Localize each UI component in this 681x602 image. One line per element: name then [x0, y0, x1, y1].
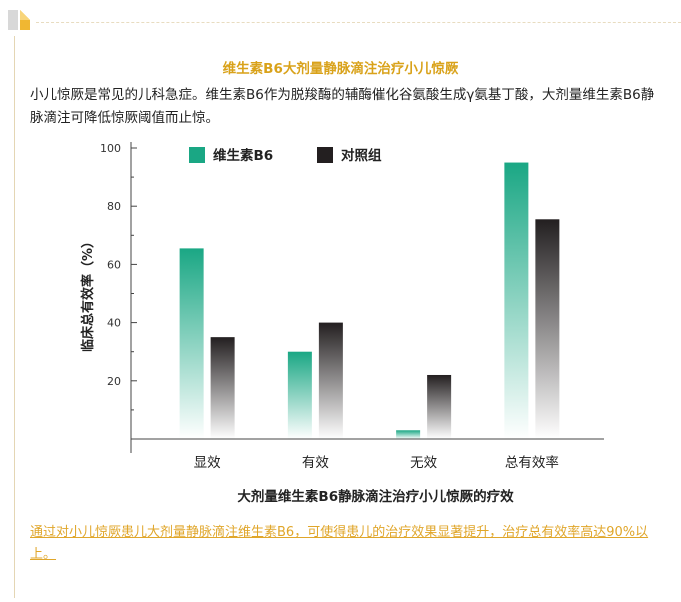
x-tick-label: 无效: [410, 455, 437, 471]
bar-control-2: [427, 374, 452, 439]
folded-page-icon: [8, 10, 30, 30]
chart-legend: 维生素B6 对照组: [189, 147, 382, 164]
y-tick-label: 20: [107, 375, 121, 388]
left-border: [14, 36, 15, 598]
top-divider: [36, 22, 681, 23]
conclusion-link[interactable]: 通过对小儿惊厥患儿大剂量静脉滴注维生素B6，可使得患儿的治疗效果显著提升，治疗总…: [30, 525, 649, 562]
x-axis-label: 大剂量维生素B6静脉滴注治疗小儿惊厥的疗效: [237, 488, 514, 505]
legend-label: 维生素B6: [213, 147, 273, 164]
x-tick-label: 有效: [302, 455, 329, 471]
bar-b6-1: [287, 351, 312, 439]
y-tick-label: 80: [107, 200, 121, 213]
chart-bars: 显效 有效 无效 总有效率: [179, 162, 560, 471]
y-tick-label: 40: [107, 317, 121, 330]
chart-figure: 20 40 60 80 100 显效 有效 无效 总有效率 维生素B6 对照组 临床总有效率（%…: [64, 128, 620, 518]
legend-label: 对照组: [341, 147, 382, 164]
y-tick-label: 100: [100, 142, 121, 155]
x-tick-label: 总有效率: [505, 454, 559, 471]
x-tick-label: 显效: [194, 455, 221, 471]
y-axis-label: 临床总有效率（%）: [80, 235, 96, 352]
legend-swatch: [317, 147, 333, 163]
bar-control-0: [210, 337, 235, 439]
chart-axes: 20 40 60 80 100: [100, 142, 604, 453]
article-title: 维生素B6大剂量静脉滴注治疗小儿惊厥: [222, 61, 459, 77]
legend-swatch: [189, 147, 205, 163]
intro-paragraph: 小儿惊厥是常见的儿科急症。维生素B6作为脱羧酶的辅酶催化谷氨酸生成γ氨基丁酸，大…: [30, 87, 655, 126]
bar-b6-0: [179, 248, 204, 439]
y-tick-label: 60: [107, 258, 121, 271]
bar-control-1: [318, 322, 343, 439]
bar-chart: 20 40 60 80 100 显效 有效 无效 总有效率 维生素B6 对照组 临床总有效率（%…: [80, 142, 604, 505]
bar-control-3: [535, 219, 560, 439]
bar-b6-3: [504, 162, 529, 440]
bar-b6-2: [396, 430, 421, 439]
